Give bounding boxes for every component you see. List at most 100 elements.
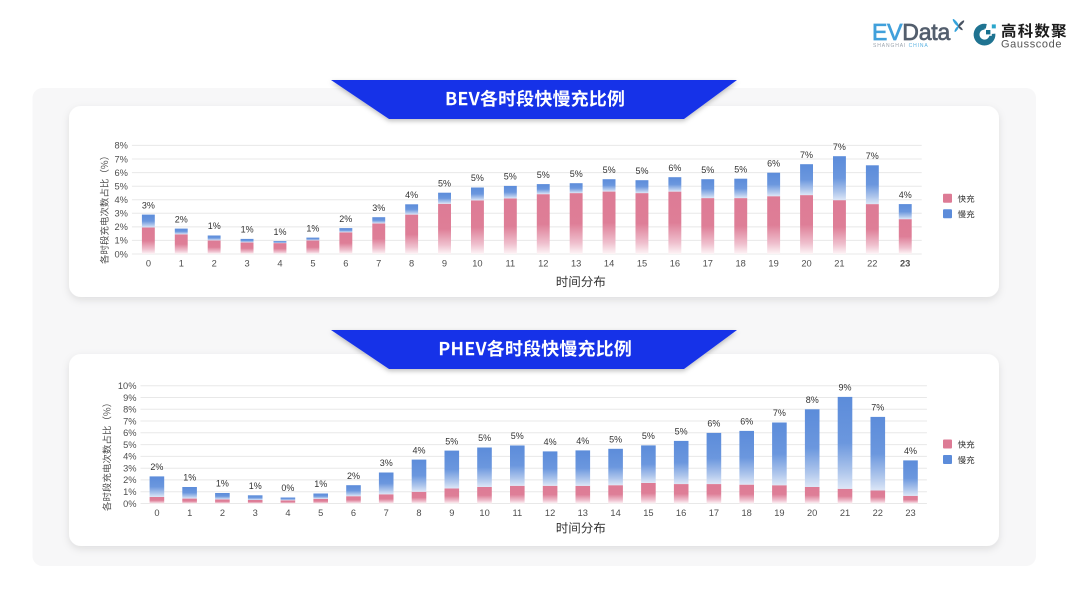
svg-text:7%: 7% [123, 416, 136, 426]
svg-text:10: 10 [472, 259, 482, 269]
svg-text:1%: 1% [241, 225, 254, 235]
svg-text:19: 19 [774, 508, 784, 518]
svg-text:8%: 8% [123, 405, 136, 415]
svg-text:15: 15 [643, 508, 653, 518]
svg-text:1%: 1% [114, 236, 127, 246]
svg-text:4%: 4% [899, 190, 912, 200]
svg-text:22: 22 [873, 508, 883, 518]
svg-text:3%: 3% [380, 458, 393, 468]
svg-text:5%: 5% [511, 431, 524, 441]
svg-text:5%: 5% [123, 440, 136, 450]
svg-text:10: 10 [479, 508, 489, 518]
svg-text:7%: 7% [773, 408, 786, 418]
svg-text:0: 0 [146, 259, 151, 269]
svg-text:4%: 4% [544, 437, 557, 447]
svg-text:17: 17 [703, 259, 713, 269]
svg-text:4%: 4% [114, 195, 127, 205]
svg-text:6: 6 [343, 259, 348, 269]
svg-text:6: 6 [351, 508, 356, 518]
svg-text:5%: 5% [114, 182, 127, 192]
svg-text:23: 23 [900, 259, 910, 269]
svg-text:13: 13 [571, 259, 581, 269]
svg-text:5%: 5% [675, 427, 688, 437]
svg-text:7: 7 [384, 508, 389, 518]
svg-text:2: 2 [212, 259, 217, 269]
svg-text:4: 4 [285, 508, 290, 518]
svg-text:5%: 5% [642, 431, 655, 441]
svg-text:3%: 3% [372, 203, 385, 213]
svg-text:4%: 4% [123, 452, 136, 462]
svg-text:1: 1 [187, 508, 192, 518]
svg-text:4%: 4% [412, 445, 425, 455]
svg-text:8%: 8% [806, 395, 819, 405]
svg-text:2%: 2% [123, 475, 136, 485]
svg-text:5%: 5% [478, 433, 491, 443]
svg-text:1%: 1% [183, 473, 196, 483]
svg-text:3%: 3% [114, 209, 127, 219]
svg-text:1%: 1% [306, 223, 319, 233]
svg-text:1: 1 [179, 259, 184, 269]
svg-text:14: 14 [604, 259, 614, 269]
svg-text:7: 7 [376, 259, 381, 269]
svg-text:22: 22 [867, 259, 877, 269]
svg-text:4%: 4% [405, 190, 418, 200]
svg-text:5%: 5% [537, 170, 550, 180]
svg-text:1%: 1% [273, 227, 286, 237]
svg-text:8: 8 [416, 508, 421, 518]
svg-text:14: 14 [610, 508, 620, 518]
svg-text:9%: 9% [838, 383, 851, 393]
svg-text:7%: 7% [114, 154, 127, 164]
svg-text:20: 20 [801, 259, 811, 269]
svg-text:9: 9 [449, 508, 454, 518]
svg-text:7%: 7% [800, 150, 813, 160]
svg-text:6%: 6% [740, 417, 753, 427]
svg-text:5%: 5% [504, 172, 517, 182]
svg-text:4%: 4% [576, 436, 589, 446]
svg-text:20: 20 [807, 508, 817, 518]
svg-text:7%: 7% [871, 403, 884, 413]
svg-text:19: 19 [768, 259, 778, 269]
svg-text:2%: 2% [347, 471, 360, 481]
svg-text:2%: 2% [175, 214, 188, 224]
svg-text:6%: 6% [707, 419, 720, 429]
svg-text:5%: 5% [609, 435, 622, 445]
svg-text:5%: 5% [603, 165, 616, 175]
svg-text:EVData: EVData [872, 19, 950, 45]
svg-text:4: 4 [277, 259, 282, 269]
svg-text:16: 16 [676, 508, 686, 518]
svg-text:1%: 1% [314, 479, 327, 489]
svg-text:21: 21 [834, 259, 844, 269]
svg-text:6%: 6% [114, 168, 127, 178]
svg-text:5: 5 [310, 259, 315, 269]
svg-text:6%: 6% [668, 163, 681, 173]
svg-text:1%: 1% [216, 479, 229, 489]
svg-text:3%: 3% [142, 200, 155, 210]
svg-text:17: 17 [709, 508, 719, 518]
svg-text:9%: 9% [123, 393, 136, 403]
svg-text:18: 18 [742, 508, 752, 518]
svg-text:16: 16 [670, 259, 680, 269]
svg-text:12: 12 [538, 259, 548, 269]
svg-text:18: 18 [736, 259, 746, 269]
svg-text:2%: 2% [150, 462, 163, 472]
svg-text:6%: 6% [123, 428, 136, 438]
svg-text:10%: 10% [118, 381, 137, 391]
svg-text:0: 0 [154, 508, 159, 518]
svg-text:9: 9 [442, 259, 447, 269]
svg-text:8: 8 [409, 259, 414, 269]
svg-text:5%: 5% [701, 165, 714, 175]
svg-text:1%: 1% [249, 481, 262, 491]
svg-text:0%: 0% [281, 483, 294, 493]
svg-text:1%: 1% [123, 487, 136, 497]
svg-text:5%: 5% [438, 178, 451, 188]
svg-text:7%: 7% [833, 142, 846, 152]
svg-text:3: 3 [245, 259, 250, 269]
svg-text:5%: 5% [570, 169, 583, 179]
svg-text:3: 3 [253, 508, 258, 518]
svg-text:0%: 0% [114, 249, 127, 259]
svg-text:4%: 4% [904, 446, 917, 456]
svg-text:SHANGHAI CHINA: SHANGHAI CHINA [873, 43, 929, 49]
svg-text:3%: 3% [123, 464, 136, 474]
svg-text:2: 2 [220, 508, 225, 518]
svg-text:21: 21 [840, 508, 850, 518]
